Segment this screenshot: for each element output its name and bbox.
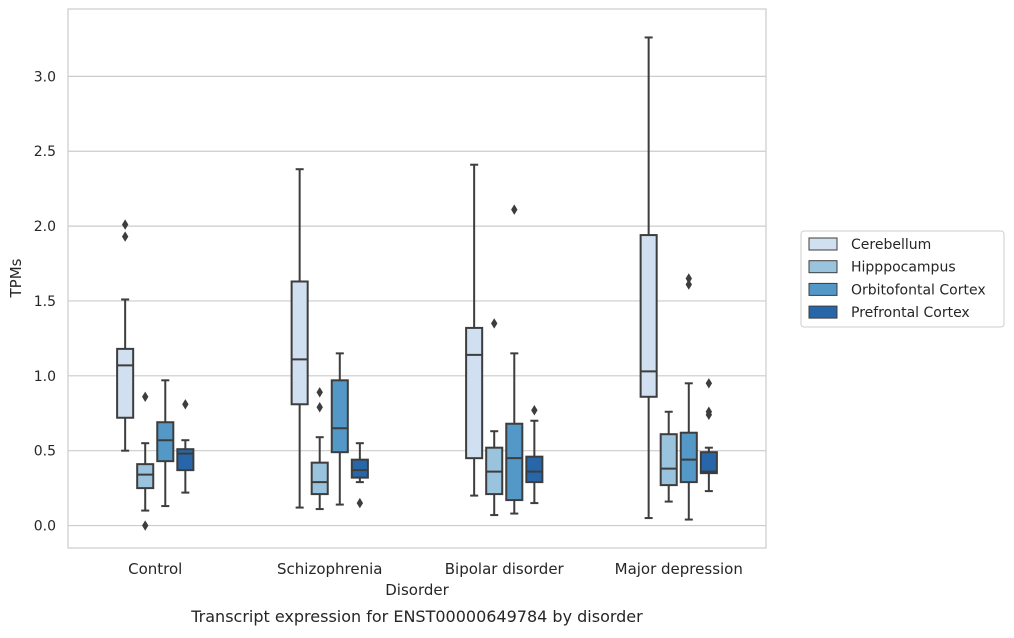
box-body [465,326,484,460]
y-tick-label: 3.0 [34,69,56,85]
y-axis-label: TPMs [7,258,25,298]
box-body [176,448,195,472]
box-body [310,461,329,496]
box-orbitofontal-cortex [330,352,349,506]
box-body [639,234,658,398]
legend-frame [800,230,1005,328]
legend: Cerebellum Hipppocampus Orbitofontal Corte… [800,230,1005,328]
outlier-point [121,219,129,230]
box-prefrontal-cortex [699,378,718,493]
y-axis-ticks: 0.0 0.5 1.0 1.5 2.0 2.5 3.0 [34,69,56,534]
box-prefrontal-cortex [525,405,544,505]
x-tick-label: Schizophrenia [277,560,382,578]
outlier-point [531,405,538,416]
x-axis-ticks: Control Schizophrenia Bipolar disorder Majo… [128,560,743,578]
y-tick-label: 1.0 [34,369,56,385]
y-tick-label: 2.0 [34,219,56,235]
y-tick-label: 1.5 [34,294,56,310]
box-cerebellum [290,168,309,509]
outlier-point [356,497,364,509]
box-orbitofontal-cortex [156,379,175,508]
legend-swatch [808,282,838,296]
box-hipppocampus [485,318,504,517]
legend-swatch [808,237,838,251]
box-body [350,458,369,479]
chart-caption: Transcript expression for ENST0000064978… [190,607,643,626]
box-orbitofontal-cortex [679,273,698,521]
y-tick-label: 2.5 [34,144,56,160]
box-body [699,451,718,475]
box-prefrontal-cortex [176,399,195,494]
box-orbitofontal-cortex [505,204,524,515]
outlier-point [142,391,149,402]
y-tick-label: 0.5 [34,444,56,460]
outlier-point [182,399,189,410]
legend-swatch [808,260,838,274]
outlier-point [491,318,498,329]
box-body [679,431,698,484]
box-body [505,422,524,502]
outlier-point [705,406,713,417]
box-hipppocampus [659,410,678,503]
box-prefrontal-cortex [350,442,369,509]
legend-label: Prefrontal Cortex [851,305,970,321]
box-series-layer [116,36,718,531]
outlier-point [685,279,692,290]
outlier-point [685,273,692,284]
outlier-point [121,231,129,242]
legend-items: Cerebellum Hipppocampus Orbitofontal Corte… [808,237,986,321]
box-body [156,421,175,463]
outlier-point [705,378,713,389]
outlier-point [316,402,323,413]
y-tick-label: 0.0 [34,519,56,535]
box-cerebellum [465,163,484,497]
box-cerebellum [116,219,135,452]
legend-label: Orbitofontal Cortex [851,282,986,298]
outlier-point [316,387,323,398]
legend-label: Cerebellum [851,237,931,253]
plot-area-frame [67,8,767,549]
box-body [525,455,544,484]
box-cerebellum [639,36,658,520]
box-hipppocampus [310,387,329,511]
box-body [659,433,678,487]
legend-swatch [808,305,838,319]
box-body [330,379,349,454]
outlier-point [142,520,149,531]
legend-label: Hipppocampus [851,260,956,276]
x-axis-label: Disorder [385,581,449,599]
box-hipppocampus [136,391,155,531]
box-body [136,463,155,490]
x-tick-label: Control [128,560,182,578]
box-body [116,347,135,419]
box-body [290,280,309,406]
x-tick-label: Bipolar disorder [445,560,565,578]
x-tick-label: Major depression [615,560,743,578]
outlier-point [511,204,518,215]
